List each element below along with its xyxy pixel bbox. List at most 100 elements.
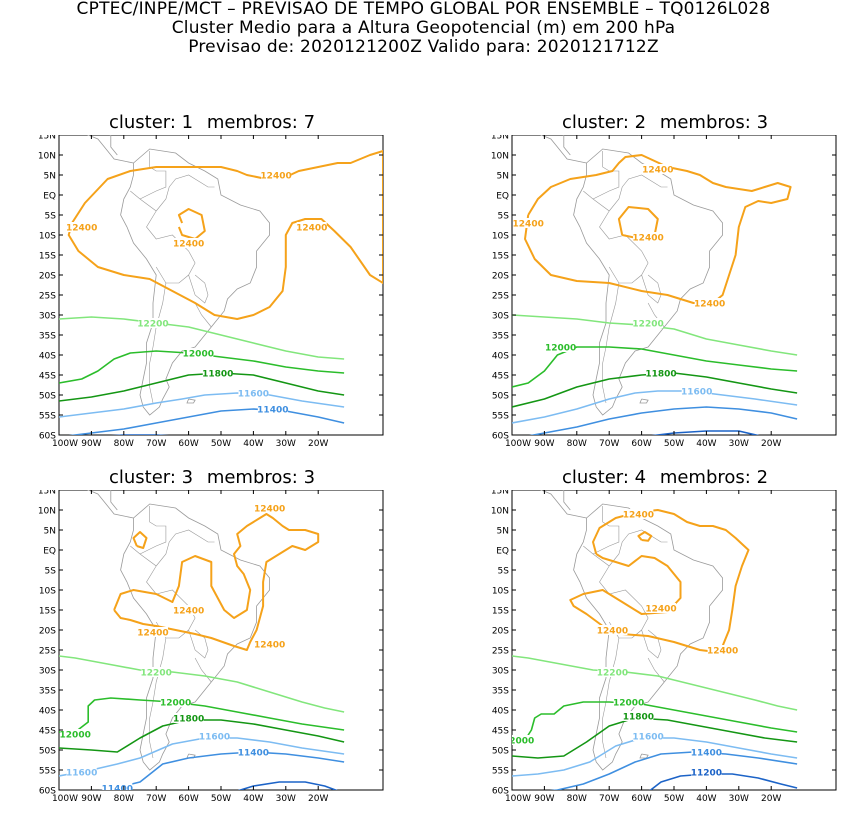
members-label: membros: 3 bbox=[206, 467, 316, 488]
cluster-label: cluster: 4 bbox=[561, 467, 647, 488]
contour-label: 12400 bbox=[137, 629, 168, 639]
coastline-south-america bbox=[120, 503, 270, 771]
map-layer: 12400 12400 12400 12400 12200 12000 12000 11800… bbox=[59, 490, 345, 795]
lon-label: 20W bbox=[308, 439, 328, 449]
lon-label: 70W bbox=[146, 794, 166, 804]
country-border bbox=[130, 545, 196, 639]
lat-label: 15S bbox=[39, 607, 56, 617]
map-panel-1: cluster: 1 membros: 7 12400 12400 12400 124… bbox=[10, 113, 414, 458]
lat-label: 10N bbox=[38, 507, 56, 517]
contour-label-bg bbox=[238, 747, 269, 757]
contour-11400 bbox=[529, 406, 798, 435]
contour-label: 12000 bbox=[183, 350, 214, 360]
map-panel-4: cluster: 4 membros: 2 12400 12400 12400 124… bbox=[463, 468, 847, 813]
lon-label: 30W bbox=[276, 794, 296, 804]
contour-label: 11800 bbox=[645, 370, 676, 380]
lat-label: 5N bbox=[44, 527, 56, 537]
contour-12000 bbox=[59, 350, 345, 384]
lat-label: 55S bbox=[39, 767, 56, 777]
lat-label: 25S bbox=[39, 292, 56, 302]
lat-label: 5S bbox=[498, 567, 510, 577]
contour-11200 bbox=[237, 781, 338, 790]
lat-label: 5S bbox=[498, 212, 510, 222]
contour-label-bg bbox=[694, 298, 725, 308]
country-border bbox=[647, 657, 665, 683]
contour-label-bg bbox=[254, 503, 285, 513]
contour-label-bg bbox=[545, 342, 576, 352]
contour-12400 bbox=[113, 513, 320, 651]
cluster-label: cluster: 3 bbox=[108, 467, 194, 488]
contour-label: 12400 bbox=[260, 172, 291, 182]
lon-label: 20W bbox=[761, 439, 781, 449]
coastline-south-america bbox=[573, 148, 723, 416]
country-border bbox=[139, 506, 167, 555]
lon-label: 90W bbox=[534, 794, 554, 804]
lat-label: 35S bbox=[492, 332, 509, 342]
contour-label-bg bbox=[613, 697, 644, 707]
plot-frame bbox=[58, 135, 384, 436]
lat-label: 40S bbox=[492, 707, 509, 717]
lon-label: 90W bbox=[81, 439, 101, 449]
contour-12400 bbox=[524, 154, 792, 304]
contour-label-bg bbox=[597, 667, 628, 677]
map-panel-3: cluster: 3 membros: 3 12400 12400 12400 124… bbox=[10, 468, 414, 813]
country-border bbox=[194, 657, 212, 683]
coastline-central-america bbox=[540, 490, 587, 519]
lon-label: 50W bbox=[211, 439, 231, 449]
contour-label: 11400 bbox=[238, 749, 269, 759]
lat-label: 50S bbox=[492, 392, 509, 402]
contour-label-bg bbox=[691, 767, 722, 777]
country-border bbox=[155, 174, 215, 212]
contour-label-bg bbox=[238, 388, 269, 398]
country-border bbox=[188, 274, 209, 304]
contour-label: 11600 bbox=[681, 388, 712, 398]
lat-label: 50S bbox=[39, 747, 56, 757]
lat-label: 30S bbox=[492, 667, 509, 677]
coastline-central-america-east bbox=[109, 490, 118, 511]
contour-12000 bbox=[515, 701, 798, 743]
country-border bbox=[149, 637, 167, 759]
coastline-south-america bbox=[120, 148, 270, 416]
lon-label: 100W bbox=[505, 794, 531, 804]
lat-label: 20S bbox=[492, 627, 509, 637]
contour-label-bg bbox=[254, 639, 285, 649]
contour-label-bg bbox=[60, 729, 91, 739]
lat-label: EQ bbox=[496, 547, 509, 557]
members-label: membros: 7 bbox=[206, 112, 316, 133]
contour-label-bg bbox=[623, 509, 654, 519]
contour-11600 bbox=[59, 392, 345, 418]
lat-label: 10S bbox=[492, 232, 509, 242]
contour-11600 bbox=[512, 390, 798, 424]
contour-label: 11400 bbox=[102, 785, 133, 795]
lon-label: 40W bbox=[243, 439, 263, 449]
contour-label-bg bbox=[646, 603, 677, 613]
contour-label: 12400 bbox=[173, 607, 204, 617]
lat-label: 35S bbox=[492, 687, 509, 697]
contour-label: 12000 bbox=[60, 731, 91, 741]
contour-label-bg bbox=[137, 627, 168, 637]
lat-label: 60S bbox=[492, 787, 509, 797]
lat-label: 60S bbox=[492, 432, 509, 442]
contour-11400 bbox=[549, 751, 798, 790]
contour-label: 12200 bbox=[137, 320, 168, 330]
lon-label: 90W bbox=[81, 794, 101, 804]
lat-label: 20S bbox=[39, 627, 56, 637]
contour-12400 bbox=[569, 509, 750, 653]
panel-title: cluster: 2 membros: 3 bbox=[463, 113, 847, 133]
contour-12400 bbox=[67, 150, 383, 320]
contour-label: 12400 bbox=[66, 224, 97, 234]
contour-label: 12000 bbox=[160, 699, 191, 709]
members-label: membros: 2 bbox=[659, 467, 769, 488]
map-panel-2: cluster: 2 membros: 3 12400 12400 12400 124… bbox=[463, 113, 847, 458]
lon-label: 30W bbox=[729, 794, 749, 804]
contour-11400 bbox=[68, 408, 345, 435]
plot-frame bbox=[511, 490, 837, 791]
contour-label: 12200 bbox=[141, 669, 172, 679]
lat-label: 5N bbox=[497, 172, 509, 182]
country-border bbox=[592, 506, 620, 555]
contour-label: 12400 bbox=[642, 166, 673, 176]
lat-label: 60S bbox=[39, 787, 56, 797]
panel-title: cluster: 1 membros: 7 bbox=[10, 113, 414, 133]
country-border bbox=[149, 282, 167, 404]
lat-label: 30S bbox=[39, 667, 56, 677]
